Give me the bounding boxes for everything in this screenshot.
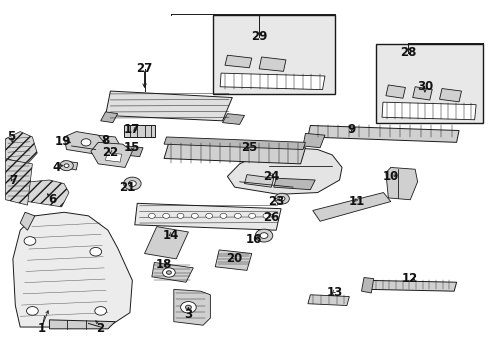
Text: 20: 20 — [226, 252, 243, 265]
Text: 26: 26 — [263, 211, 279, 224]
Circle shape — [163, 213, 169, 219]
Polygon shape — [20, 212, 35, 230]
Polygon shape — [385, 85, 405, 98]
Circle shape — [205, 213, 212, 219]
Circle shape — [148, 213, 155, 219]
Polygon shape — [163, 137, 305, 149]
Polygon shape — [22, 180, 69, 207]
Polygon shape — [152, 262, 193, 282]
Polygon shape — [163, 142, 305, 164]
Text: 23: 23 — [267, 195, 284, 208]
Polygon shape — [144, 226, 188, 259]
Circle shape — [180, 302, 196, 313]
Polygon shape — [13, 212, 132, 327]
Polygon shape — [5, 159, 32, 205]
Polygon shape — [244, 175, 273, 187]
Text: 28: 28 — [399, 46, 415, 59]
Polygon shape — [385, 167, 417, 200]
Circle shape — [234, 213, 241, 219]
Polygon shape — [105, 153, 122, 162]
Polygon shape — [49, 320, 115, 329]
Polygon shape — [173, 289, 210, 325]
Polygon shape — [227, 148, 341, 194]
Polygon shape — [5, 132, 37, 164]
Polygon shape — [381, 102, 475, 120]
Circle shape — [248, 213, 255, 219]
Text: 13: 13 — [326, 287, 342, 300]
Bar — [123, 126, 155, 137]
Polygon shape — [125, 148, 132, 153]
Circle shape — [128, 181, 136, 186]
Polygon shape — [439, 89, 461, 102]
Circle shape — [95, 307, 106, 315]
Text: 1: 1 — [38, 322, 46, 335]
Text: 16: 16 — [245, 233, 262, 246]
Polygon shape — [91, 142, 132, 167]
Text: 3: 3 — [184, 308, 192, 321]
Circle shape — [185, 305, 191, 310]
Polygon shape — [312, 193, 390, 221]
Polygon shape — [273, 178, 315, 190]
Text: 7: 7 — [9, 174, 17, 186]
Text: 11: 11 — [348, 195, 364, 208]
Text: 12: 12 — [401, 272, 418, 285]
Text: 14: 14 — [163, 229, 179, 242]
Circle shape — [166, 271, 171, 274]
Text: 2: 2 — [97, 322, 104, 335]
Text: 10: 10 — [382, 170, 398, 183]
Text: 8: 8 — [101, 134, 109, 147]
Polygon shape — [368, 280, 456, 291]
Text: 5: 5 — [7, 130, 16, 144]
Circle shape — [90, 247, 102, 256]
Polygon shape — [412, 87, 431, 100]
Text: 19: 19 — [55, 135, 71, 148]
Polygon shape — [303, 134, 325, 148]
Polygon shape — [135, 203, 281, 230]
Polygon shape — [259, 57, 285, 71]
Polygon shape — [224, 55, 251, 68]
Text: 15: 15 — [124, 141, 140, 154]
Text: 29: 29 — [250, 30, 267, 43]
Text: 18: 18 — [156, 258, 172, 271]
Polygon shape — [215, 250, 251, 270]
Circle shape — [279, 197, 285, 201]
Circle shape — [123, 177, 141, 190]
Polygon shape — [64, 132, 105, 154]
Circle shape — [64, 164, 69, 167]
Circle shape — [263, 213, 269, 219]
Text: 30: 30 — [416, 80, 432, 93]
Polygon shape — [222, 114, 244, 125]
Polygon shape — [63, 161, 78, 170]
Text: 27: 27 — [136, 62, 152, 75]
Polygon shape — [220, 73, 325, 90]
Circle shape — [191, 213, 198, 219]
Circle shape — [255, 229, 272, 242]
Text: 6: 6 — [48, 193, 56, 206]
Polygon shape — [307, 295, 348, 306]
Text: 4: 4 — [53, 161, 61, 174]
Circle shape — [26, 307, 38, 315]
Bar — [375, 44, 483, 123]
Circle shape — [60, 161, 73, 171]
Text: 17: 17 — [123, 123, 139, 136]
Polygon shape — [105, 91, 232, 121]
Bar — [212, 15, 334, 94]
Circle shape — [162, 268, 175, 277]
Polygon shape — [101, 112, 118, 123]
Polygon shape — [307, 126, 458, 142]
Polygon shape — [361, 278, 373, 293]
Text: 24: 24 — [263, 170, 279, 183]
Polygon shape — [124, 146, 143, 157]
Text: 22: 22 — [102, 145, 118, 158]
Circle shape — [220, 213, 226, 219]
Circle shape — [260, 233, 267, 238]
Polygon shape — [93, 135, 120, 157]
Circle shape — [24, 237, 36, 245]
Circle shape — [274, 193, 289, 204]
Text: 21: 21 — [119, 181, 135, 194]
Circle shape — [81, 139, 91, 146]
Circle shape — [177, 213, 183, 219]
Text: 9: 9 — [347, 123, 355, 136]
Text: 25: 25 — [241, 141, 257, 154]
